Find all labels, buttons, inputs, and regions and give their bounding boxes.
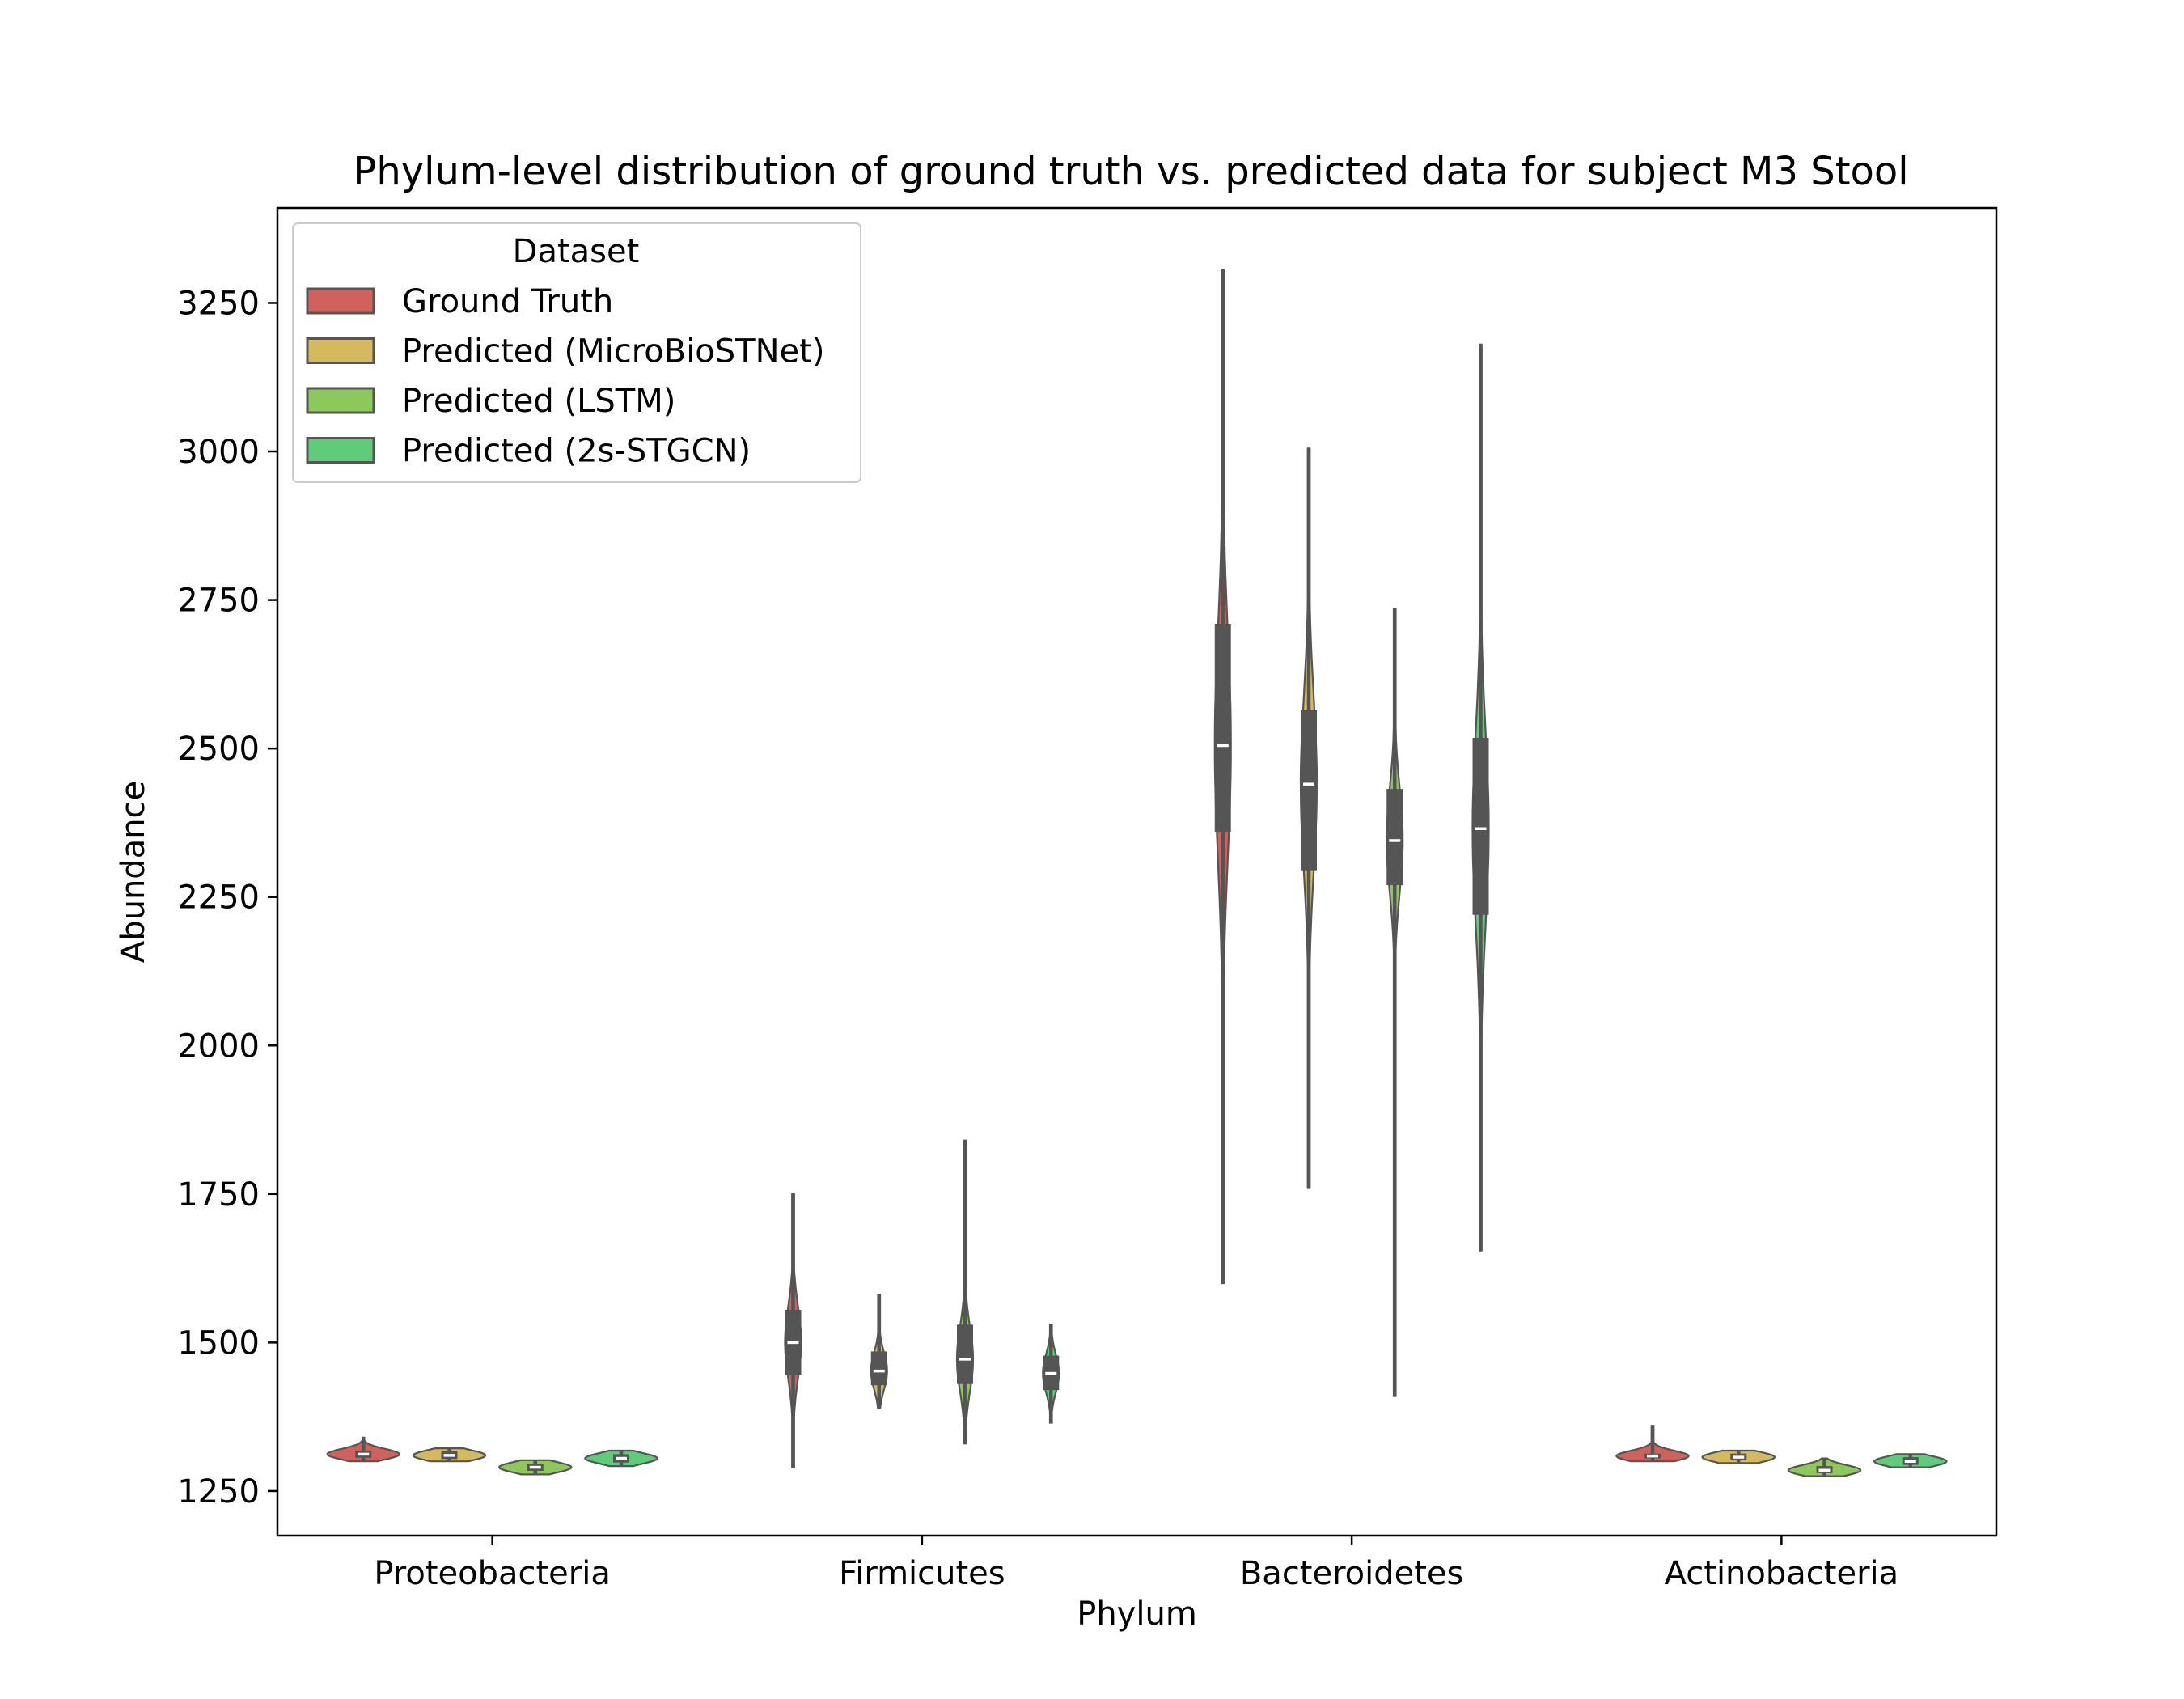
- x-axis-title: Phylum: [1077, 1595, 1197, 1633]
- violin: [1701, 1449, 1776, 1464]
- violin-iqr-box: [957, 1324, 973, 1384]
- violin-iqr-box: [1386, 789, 1403, 886]
- violin: [1299, 447, 1318, 1189]
- plot-area: [326, 269, 1948, 1477]
- y-tick-label: 2250: [177, 879, 260, 917]
- x-tick-label: Firmicutes: [839, 1555, 1005, 1592]
- legend-items: Ground Truth Predicted (MicroBioSTNet) Pre…: [306, 283, 824, 470]
- violin: [497, 1459, 573, 1476]
- violin: [784, 1193, 802, 1468]
- legend-label: Ground Truth: [402, 283, 613, 320]
- violin-iqr-box: [1472, 737, 1489, 915]
- y-axis-title: Abundance: [115, 781, 152, 963]
- legend-label: Predicted (LSTM): [402, 383, 675, 420]
- violin: [1471, 343, 1490, 1252]
- y-tick-label: 1500: [177, 1324, 260, 1362]
- violin: [1873, 1453, 1948, 1468]
- legend: Dataset Ground Truth Predicted (MicroBioS…: [292, 222, 861, 483]
- legend-swatch: [306, 387, 375, 414]
- plot-frame: [276, 206, 1998, 1537]
- violin: [870, 1294, 888, 1409]
- legend-swatch: [306, 287, 375, 315]
- violin: [1213, 269, 1232, 1285]
- y-tick-label: 2500: [177, 731, 260, 768]
- y-tick-label: 2000: [177, 1027, 260, 1065]
- violin: [955, 1139, 975, 1445]
- violin: [1787, 1457, 1862, 1477]
- violin: [1615, 1425, 1690, 1463]
- x-axis: Proteobacteria Firmicutes Bacteroidetes Act…: [374, 1536, 1898, 1592]
- violin-iqr-box: [1214, 623, 1231, 832]
- legend-title: Dataset: [513, 233, 640, 270]
- y-tick-label: 3000: [177, 434, 260, 471]
- violin: [412, 1447, 487, 1463]
- legend-swatch: [306, 437, 375, 464]
- violin-iqr-box: [1301, 710, 1317, 871]
- y-tick-label: 2750: [177, 583, 260, 620]
- violin: [326, 1436, 401, 1463]
- y-axis: 1250 1500 1750 2000 2250 2500 2750 3000 3250: [177, 285, 277, 1510]
- y-tick-label: 1250: [177, 1473, 260, 1510]
- y-tick-label: 3250: [177, 285, 260, 322]
- x-tick-label: Actinobacteria: [1665, 1555, 1899, 1592]
- violin: [1386, 608, 1404, 1397]
- x-tick-label: Bacteroidetes: [1240, 1555, 1464, 1592]
- violin: [584, 1449, 658, 1468]
- y-tick-label: 1750: [177, 1176, 260, 1214]
- violin-iqr-box: [870, 1351, 887, 1386]
- legend-box: [292, 222, 861, 483]
- legend-label: Predicted (MicroBioSTNet): [402, 333, 824, 371]
- violin: [1042, 1324, 1060, 1424]
- chart-title: Phylum-level distribution of ground trut…: [353, 149, 1908, 194]
- x-tick-label: Proteobacteria: [374, 1555, 610, 1592]
- legend-swatch: [306, 337, 375, 364]
- legend-label: Predicted (2s-STGCN): [402, 433, 751, 470]
